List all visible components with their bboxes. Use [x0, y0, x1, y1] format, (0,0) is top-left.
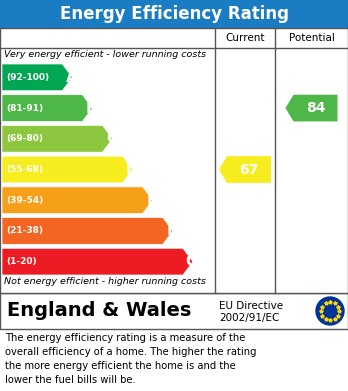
Text: EU Directive: EU Directive [219, 301, 283, 311]
Circle shape [316, 297, 344, 325]
Text: overall efficiency of a home. The higher the rating: overall efficiency of a home. The higher… [5, 347, 256, 357]
Polygon shape [285, 95, 338, 122]
Text: (92-100): (92-100) [6, 73, 49, 82]
Text: G: G [185, 254, 198, 269]
Text: (81-91): (81-91) [6, 104, 43, 113]
Text: 84: 84 [306, 101, 325, 115]
Text: C: C [106, 131, 117, 146]
Polygon shape [2, 126, 112, 152]
Text: B: B [86, 100, 97, 116]
Text: (1-20): (1-20) [6, 257, 37, 266]
Text: Very energy efficient - lower running costs: Very energy efficient - lower running co… [4, 50, 206, 59]
Polygon shape [2, 217, 173, 244]
Text: (39-54): (39-54) [6, 196, 43, 205]
Text: England & Wales: England & Wales [7, 301, 191, 321]
Text: (55-68): (55-68) [6, 165, 43, 174]
Text: Current: Current [225, 33, 265, 43]
Bar [0, 293, 348, 329]
Polygon shape [2, 156, 133, 183]
Polygon shape [2, 187, 153, 213]
Bar [0, 0, 348, 28]
Polygon shape [2, 248, 193, 275]
Text: F: F [167, 223, 177, 239]
Text: lower the fuel bills will be.: lower the fuel bills will be. [5, 375, 136, 385]
Bar [0, 28, 348, 293]
Text: A: A [65, 70, 77, 85]
Text: 67: 67 [239, 163, 259, 176]
Text: the more energy efficient the home is and the: the more energy efficient the home is an… [5, 361, 236, 371]
Text: (69-80): (69-80) [6, 134, 43, 143]
Text: Not energy efficient - higher running costs: Not energy efficient - higher running co… [4, 276, 206, 285]
Text: Energy Efficiency Rating: Energy Efficiency Rating [60, 5, 288, 23]
Text: E: E [147, 193, 157, 208]
Polygon shape [2, 95, 93, 122]
Text: The energy efficiency rating is a measure of the: The energy efficiency rating is a measur… [5, 333, 245, 343]
Polygon shape [219, 156, 271, 183]
Polygon shape [2, 64, 72, 91]
Text: D: D [125, 162, 138, 177]
Text: (21-38): (21-38) [6, 226, 43, 235]
Text: 2002/91/EC: 2002/91/EC [219, 313, 279, 323]
Text: Potential: Potential [288, 33, 334, 43]
